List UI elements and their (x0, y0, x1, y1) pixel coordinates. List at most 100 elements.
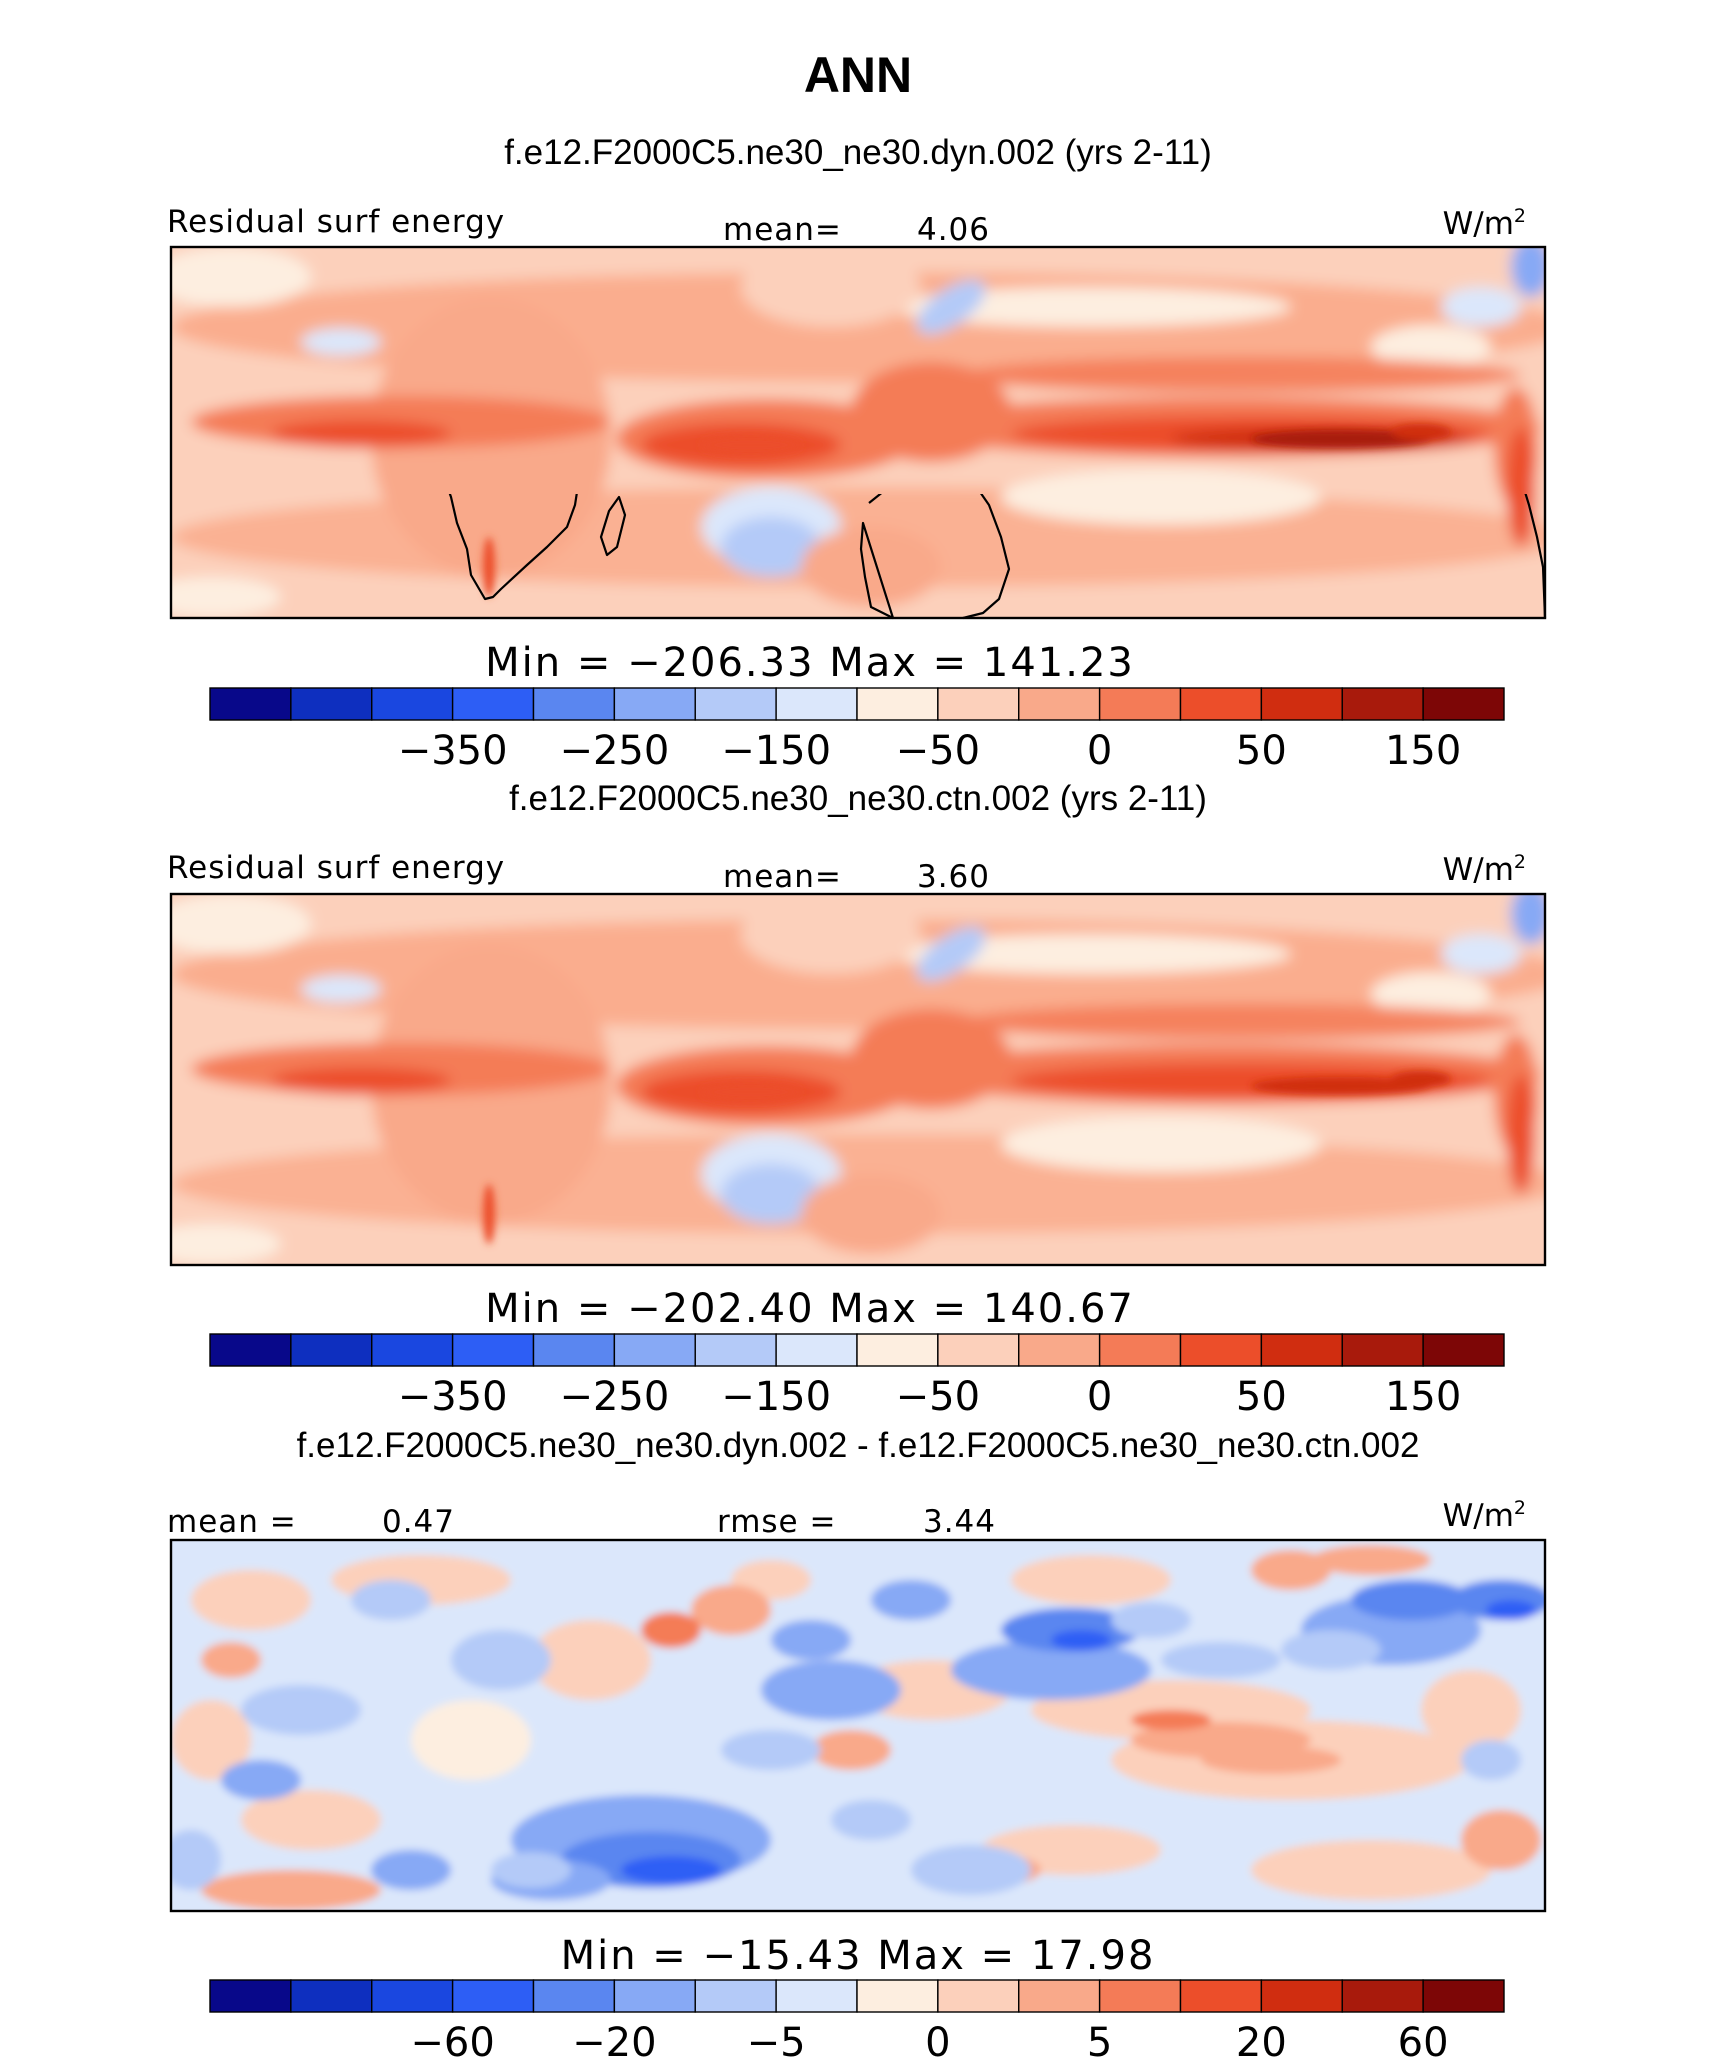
contour-shape (831, 1800, 911, 1840)
colorbar-bin (1179, 687, 1263, 721)
colorbar-ticks: −350 −250 −150 −50 0 50 150 (398, 1374, 1462, 1420)
colorbar-bin (694, 687, 777, 721)
contour-shape (1421, 1670, 1521, 1750)
panel-title: f.e12.F2000C5.ne30_ne30.ctn.002 (yrs 2-1… (509, 779, 1207, 818)
contour-shape (271, 1067, 451, 1095)
contour-shape (171, 1224, 281, 1264)
contour-shape (241, 1790, 381, 1850)
colorbar-bin (371, 687, 454, 721)
colorbar-tick-label: −20 (572, 2020, 656, 2066)
colorbar-ticks: −350 −250 −150 −50 0 50 150 (398, 728, 1462, 774)
variable-label: Residual surf energy (167, 204, 505, 240)
colorbar-tick-label: 50 (1236, 728, 1287, 774)
colorbar-bin (290, 687, 373, 721)
contour-shape (891, 287, 1291, 327)
colorbar-bin (1422, 1333, 1505, 1367)
mean-value: 0.47 (382, 1504, 455, 1540)
colorbar-bin (613, 687, 696, 721)
contour-shape (1111, 1602, 1191, 1638)
colorbar-bin (613, 1333, 696, 1367)
contour-shape (171, 1830, 221, 1890)
colorbar-tick-label: 20 (1236, 2020, 1287, 2066)
contour-shape (531, 1620, 651, 1700)
mean-value: 4.06 (917, 212, 990, 248)
colorbar-bin (1422, 687, 1505, 721)
contour-shape (1371, 972, 1491, 1016)
contour-shape (1391, 1071, 1451, 1087)
contour-shape (301, 975, 381, 1003)
mean-label: mean= (723, 859, 842, 895)
map-field (171, 1540, 1545, 1911)
colorbar-bin (532, 1979, 616, 2013)
units-label: W/m2 (1443, 851, 1526, 888)
colorbar-tick-label: −5 (747, 2020, 806, 2066)
units-label: W/m2 (1443, 1497, 1526, 1534)
contour-shape (801, 1174, 941, 1254)
colorbar-tick-label: −350 (398, 1374, 508, 1420)
colorbar (209, 687, 1505, 721)
contour-shape (801, 527, 941, 607)
colorbar-bin (1260, 687, 1343, 721)
units-label: W/m2 (1443, 205, 1526, 242)
contour-shape (221, 1760, 301, 1800)
panel-title: f.e12.F2000C5.ne30_ne30.dyn.002 (yrs 2-1… (504, 133, 1212, 172)
colorbar-bin (937, 687, 1020, 721)
contour-shape (641, 1612, 701, 1648)
contour-shape (1461, 1810, 1541, 1870)
contour-shape (171, 894, 311, 954)
map-field (171, 894, 1545, 1265)
contour-shape (1201, 1746, 1341, 1774)
contour-shape (1461, 1740, 1521, 1780)
map-frame (169, 1538, 1547, 1913)
colorbar-bin (694, 1979, 777, 2013)
map-frame (169, 245, 1547, 620)
contour-shape (1001, 469, 1321, 525)
contour-shape (761, 1660, 901, 1720)
contour-shape (1251, 430, 1431, 448)
contour-shape (701, 1082, 801, 1102)
colorbar-bin (613, 1979, 696, 2013)
colorbar-bin (856, 1333, 939, 1367)
colorbar-bin (1260, 1333, 1343, 1367)
contour-shape (241, 1685, 361, 1735)
contour-shape (171, 577, 281, 617)
contour-shape (1511, 894, 1545, 944)
contour-shape (483, 1184, 495, 1244)
mean-value: 3.60 (917, 859, 990, 895)
contour-shape (1251, 1840, 1491, 1900)
colorbar-bin (775, 1979, 858, 2013)
minmax-label: Min = −202.40 Max = 140.67 (485, 1286, 1135, 1332)
contour-shape (1486, 1600, 1536, 1620)
contour-shape (721, 1730, 821, 1770)
colorbar-bin (290, 1333, 373, 1367)
colorbar-tick-label: −50 (896, 728, 980, 774)
colorbar-tick-label: −250 (559, 728, 669, 774)
colorbar-tick-label: 5 (1087, 2020, 1112, 2066)
contour-shape (916, 279, 986, 335)
contour-shape (691, 1585, 771, 1635)
colorbar-bin (937, 1333, 1020, 1367)
colorbar-bin (209, 1979, 292, 2013)
contour-shape (1161, 1642, 1281, 1678)
colorbar-bin (937, 1979, 1020, 2013)
colorbar-bin (532, 687, 616, 721)
colorbar-bin (1341, 687, 1424, 721)
panel-diff: f.e12.F2000C5.ne30_ne30.dyn.002 - f.e12.… (167, 1426, 1547, 2066)
contour-shape (491, 1852, 571, 1888)
contour-shape (911, 1845, 1031, 1895)
colorbar-tick-label: −350 (398, 728, 508, 774)
contour-shape (201, 1870, 381, 1910)
colorbar-tick-label: −60 (410, 2020, 494, 2066)
contour-shape (961, 357, 1521, 393)
colorbar-bin (209, 687, 292, 721)
colorbar-tick-label: −50 (896, 1374, 980, 1420)
colorbar-bin (1260, 1979, 1343, 2013)
contour-shape (951, 1640, 1151, 1700)
colorbar-bin (451, 1979, 535, 2013)
map-frame (169, 892, 1547, 1267)
colorbar-bin (371, 1333, 454, 1367)
contour-shape (1507, 427, 1535, 547)
colorbar-bin (1341, 1333, 1424, 1367)
colorbar-tick-label: 0 (1087, 1374, 1112, 1420)
